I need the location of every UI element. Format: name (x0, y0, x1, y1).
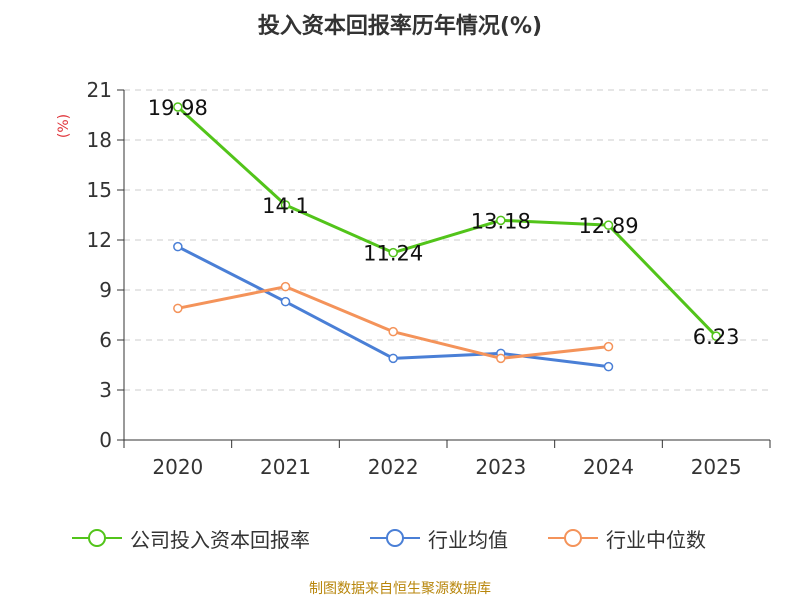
x-tick-label-2024: 2024 (583, 455, 634, 479)
x-tick-label-2020: 2020 (152, 455, 203, 479)
data-point-s1-2024 (603, 361, 614, 372)
y-tick-label: 18 (87, 128, 112, 152)
data-label-2021: 14.1 (262, 194, 309, 218)
legend-item-industry-mean[interactable]: 行业均值 (370, 520, 508, 556)
y-tick-label: 0 (99, 428, 112, 452)
data-point-s0-2024 (603, 220, 614, 230)
data-point-s1-2021 (280, 296, 291, 307)
legend-mean-label: 行业均值 (428, 527, 508, 552)
data-point-s1-2022 (388, 353, 398, 364)
data-point-s0-2022 (388, 247, 398, 258)
label-layer: 19.98 14.1 11.24 13.18 12.89 6.23 (148, 96, 740, 349)
data-point-s2-2024 (603, 341, 614, 352)
source-note: 制图数据来自恒生聚源数据库 (309, 581, 491, 597)
series-line-2 (177, 285, 609, 360)
legend-item-company[interactable]: 公司投入资本回报率 (72, 520, 310, 556)
data-label-2023: 13.18 (471, 209, 531, 233)
data-label-2022: 11.24 (363, 242, 423, 266)
legend-item-industry-median[interactable]: 行业中位数 (548, 520, 706, 556)
y-tick-label: 6 (99, 328, 112, 352)
data-point-s2-2022 (388, 326, 398, 337)
data-label-2025: 6.23 (693, 325, 740, 349)
data-label-2020: 19.98 (148, 96, 208, 120)
x-tick-label-2023: 2023 (475, 455, 526, 479)
legend-median-label: 行业中位数 (606, 527, 706, 552)
x-tick-label-2021: 2021 (260, 455, 311, 479)
x-tick-label-2022: 2022 (368, 455, 419, 479)
data-point-s1-2020 (173, 241, 183, 252)
y-axis-label: (%) (56, 114, 72, 138)
y-tick-label: 21 (87, 78, 112, 102)
data-point-s0-2025 (711, 331, 721, 341)
data-label-2024: 12.89 (578, 214, 638, 238)
data-point-s2-2023 (496, 353, 506, 364)
y-tick-label: 12 (87, 228, 112, 252)
legend: 公司投入资本回报率 行业均值 行业中位数 (0, 520, 800, 560)
chart-title: 投入资本回报率历年情况(%) (257, 14, 543, 39)
y-tick-label: 9 (99, 278, 112, 302)
data-point-s0-2021 (280, 200, 291, 210)
data-point-s2-2021 (280, 281, 291, 292)
y-tick-label: 15 (87, 178, 112, 202)
data-point-s0-2020 (173, 102, 183, 112)
data-point-s2-2020 (173, 303, 183, 314)
series-line-0 (176, 105, 718, 338)
legend-company-label: 公司投入资本回报率 (130, 527, 310, 552)
y-tick-label: 3 (99, 378, 112, 402)
x-tick-label-2025: 2025 (691, 455, 742, 479)
legend-median-marker-icon (548, 529, 598, 547)
legend-company-marker-icon (72, 529, 122, 547)
legend-mean-marker-icon (370, 529, 420, 547)
series-layer (173, 102, 721, 372)
data-point-s0-2023 (496, 215, 506, 226)
axis-layer: 0 3 6 9 12 15 18 21 (%) 2020 2021 2022 2023 2024 2025 (56, 78, 771, 479)
grid-layer (124, 89, 770, 391)
